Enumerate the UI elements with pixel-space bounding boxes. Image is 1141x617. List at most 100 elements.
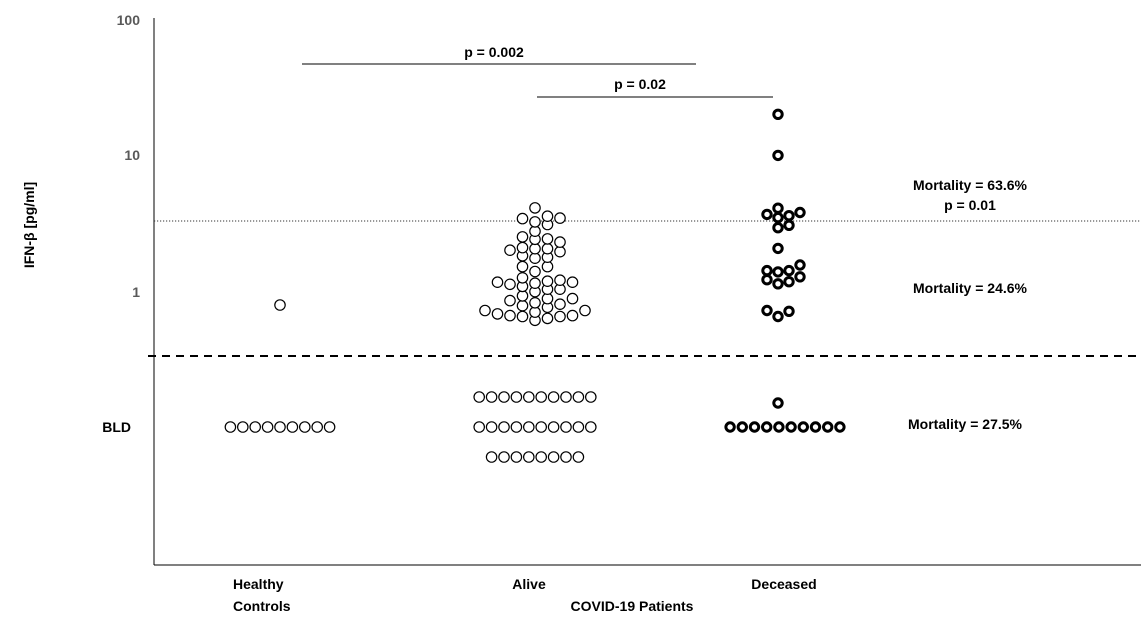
data-point (572, 451, 585, 463)
data-point (510, 391, 523, 403)
data-point (485, 391, 498, 403)
data-point (783, 276, 795, 288)
data-point (748, 421, 761, 433)
data-point (504, 309, 516, 322)
data-point (724, 421, 736, 433)
data-point (516, 260, 529, 273)
data-point (566, 276, 579, 288)
data-point (554, 212, 566, 224)
data-point (510, 451, 523, 463)
significance-label: p = 0.002 (464, 44, 524, 60)
data-point (761, 208, 773, 221)
data-point (560, 391, 572, 403)
data-point (516, 271, 529, 284)
significance-label: p = 0.02 (614, 76, 666, 92)
data-point (822, 421, 834, 433)
data-point (535, 421, 547, 433)
data-point (560, 421, 572, 433)
data-point (783, 264, 795, 277)
category-label: Controls (233, 598, 291, 614)
data-point (761, 264, 773, 277)
data-point (783, 305, 795, 317)
data-point (473, 421, 485, 433)
data-point (547, 421, 560, 433)
annotation-mortality: Mortality = 63.6% (913, 177, 1028, 193)
data-point (797, 421, 809, 433)
data-point (485, 421, 498, 433)
data-point (584, 391, 597, 403)
data-point (485, 451, 498, 463)
bld-tick-label: BLD (102, 419, 131, 435)
data-point (529, 202, 541, 214)
annotation-mortality: Mortality = 24.6% (913, 280, 1028, 296)
data-point (516, 212, 529, 225)
category-label: Alive (512, 576, 546, 592)
data-point (491, 308, 504, 320)
data-point (491, 276, 504, 288)
data-point (237, 421, 249, 433)
y-axis-title: IFN-β [pg/ml] (21, 182, 37, 268)
y-tick-label: 1 (132, 284, 140, 300)
data-point (504, 278, 516, 291)
data-point (516, 241, 529, 254)
data-point (547, 391, 560, 403)
category-label: Healthy (233, 576, 284, 592)
data-point (510, 421, 523, 433)
data-point (554, 298, 566, 310)
data-point (772, 149, 784, 162)
data-point (529, 277, 541, 289)
data-point (504, 244, 516, 256)
data-point (794, 259, 806, 271)
data-point (529, 296, 541, 309)
x-group-label: COVID-19 Patients (571, 598, 694, 614)
data-point (566, 309, 579, 322)
data-point (783, 210, 795, 222)
data-point (772, 242, 784, 255)
annotation-p-value: p = 0.01 (944, 197, 996, 213)
data-point (772, 222, 784, 234)
data-point (772, 397, 784, 409)
data-point (736, 421, 748, 433)
data-point (566, 292, 579, 305)
data-point (261, 421, 274, 433)
data-point (554, 245, 566, 258)
data-point (498, 391, 510, 403)
data-point (286, 421, 299, 433)
data-point (579, 304, 591, 317)
data-point (547, 451, 560, 463)
data-point (516, 290, 529, 302)
data-point (554, 274, 566, 286)
data-point (274, 299, 286, 311)
data-point (274, 421, 286, 433)
data-point (761, 421, 773, 433)
data-point (761, 304, 773, 317)
data-point (772, 202, 784, 214)
data-point (794, 206, 806, 219)
data-point (498, 421, 510, 433)
data-point (560, 451, 572, 463)
data-point (809, 421, 822, 433)
data-points (224, 108, 846, 463)
data-point (516, 299, 529, 312)
data-point (541, 242, 554, 255)
data-point (554, 236, 566, 248)
data-point (224, 421, 237, 433)
data-point (541, 233, 554, 245)
data-point (834, 421, 846, 433)
data-point (541, 210, 554, 222)
data-point (522, 391, 535, 403)
data-point (522, 451, 535, 463)
data-point (311, 421, 323, 433)
data-point (504, 294, 516, 307)
data-point (535, 451, 547, 463)
data-point (783, 219, 795, 232)
data-point (541, 275, 554, 287)
data-point (572, 391, 585, 403)
data-point (772, 266, 784, 278)
data-point (772, 211, 784, 224)
data-point (535, 391, 547, 403)
data-point (529, 252, 541, 265)
data-point (298, 421, 311, 433)
data-point (522, 421, 535, 433)
data-point (761, 274, 773, 286)
